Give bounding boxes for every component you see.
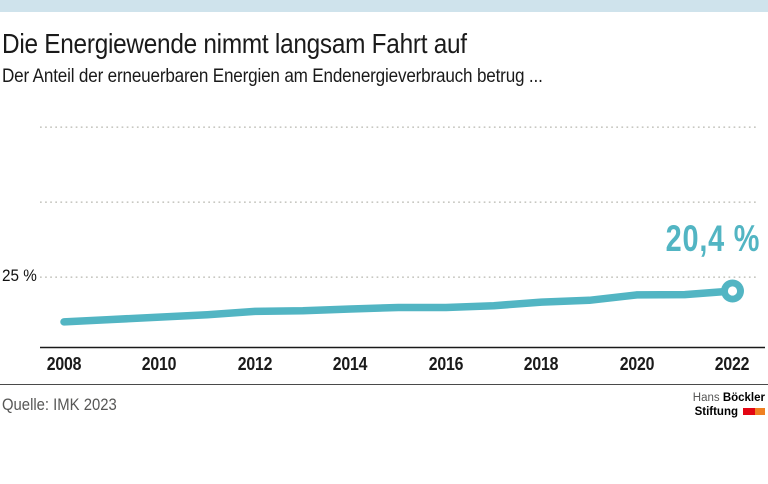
page-title: Die Energiewende nimmt langsam Fahrt auf [2, 28, 467, 59]
footer: Quelle: IMK 2023 Hans Böckler Stiftung [0, 384, 768, 484]
logo-red-block [743, 408, 755, 415]
x-tick-label: 2014 [332, 354, 368, 374]
end-marker [721, 279, 744, 303]
x-axis-labels: 2008 2010 2012 2014 2016 2018 2020 2022 [0, 354, 768, 378]
logo-hans: Hans [692, 392, 723, 404]
x-tick-label: 2008 [46, 354, 82, 374]
series-line [60, 287, 737, 326]
y-tick-label-25: 25 % [2, 266, 37, 285]
chart-subtitle: Der Anteil der erneuerbaren Energien am … [2, 66, 543, 87]
x-tick-label: 2012 [237, 354, 273, 374]
x-tick-label: 2010 [141, 354, 177, 374]
end-value-label: 20,4 % [665, 218, 760, 259]
hans-boeckler-stiftung-logo: Hans Böckler Stiftung [693, 391, 765, 419]
logo-stiftung: Stiftung [694, 406, 738, 418]
x-tick-label: 2016 [428, 354, 464, 374]
source-note: Quelle: IMK 2023 [2, 396, 117, 414]
logo-line-1: Hans Böckler [693, 391, 765, 405]
logo-color-blocks-icon [743, 405, 765, 415]
gridlines [40, 126, 756, 279]
logo-line-2: Stiftung [693, 405, 765, 419]
series-polyline [60, 287, 737, 326]
logo-boeckler: Böckler [722, 392, 765, 404]
x-tick-label: 2018 [523, 354, 559, 374]
top-accent-bar [0, 0, 768, 12]
end-marker-hole [727, 286, 738, 296]
logo-orange-block [755, 408, 765, 415]
x-tick-label: 2022 [714, 354, 750, 374]
x-tick-label: 2020 [619, 354, 655, 374]
